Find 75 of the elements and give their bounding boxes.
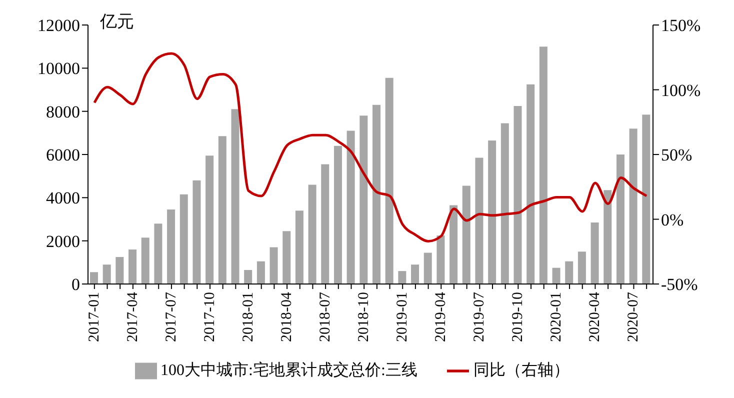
x-tick-label: 2020-01 — [548, 292, 565, 342]
x-tick-label: 2020-07 — [626, 292, 642, 342]
x-tick-label: 2018-10 — [356, 292, 372, 342]
bar — [616, 154, 624, 284]
bar — [295, 210, 304, 284]
bar — [154, 224, 162, 284]
bar — [462, 186, 470, 284]
bar — [642, 114, 650, 284]
bar — [514, 106, 522, 284]
x-tick-label: 2017-07 — [163, 292, 180, 342]
bar — [192, 180, 201, 284]
bar — [360, 116, 368, 284]
y2-tick-label: 0% — [661, 210, 684, 230]
x-tick-label: 2018-04 — [279, 292, 296, 342]
y2-tick-label: 150% — [661, 16, 701, 36]
bar — [411, 264, 420, 284]
bar — [565, 261, 574, 284]
y-tick-label: 10000 — [38, 59, 80, 78]
bar — [90, 272, 98, 284]
bar — [206, 156, 214, 284]
bar — [321, 164, 330, 284]
bar — [475, 158, 484, 284]
x-tick-label: 2018-07 — [318, 292, 334, 342]
bar — [244, 270, 252, 284]
legend-label: 100大中城市:宅地累计成交总价:三线 — [160, 362, 418, 379]
bar — [256, 261, 265, 284]
x-tick-label: 2020-04 — [587, 292, 604, 342]
x-tick-label: 2017-01 — [86, 292, 102, 342]
line-series — [93, 52, 648, 243]
bar — [590, 222, 599, 284]
bar — [308, 184, 316, 284]
y-tick-label: 2000 — [46, 232, 80, 251]
bar — [552, 268, 560, 284]
x-tick-label: 2018-01 — [240, 292, 257, 342]
bar — [128, 249, 137, 284]
bar — [450, 205, 458, 284]
bar — [180, 194, 188, 284]
bar — [578, 252, 586, 284]
y-tick-label: 0 — [72, 275, 80, 294]
x-tick-label: 2019-01 — [394, 292, 411, 342]
bar — [436, 235, 445, 284]
y-axis-title: 亿元 — [100, 11, 134, 33]
y-tick-label: 4000 — [46, 188, 80, 208]
legend-label: 同比（右轴） — [473, 362, 570, 379]
bar — [398, 271, 406, 284]
bar — [500, 123, 509, 284]
bar — [385, 78, 394, 284]
bar — [346, 130, 355, 284]
bar — [488, 140, 496, 284]
bar — [218, 136, 226, 284]
y-tick-label: 6000 — [46, 146, 80, 165]
x-tick-label: 2019-04 — [433, 292, 450, 342]
bar — [141, 238, 150, 284]
bar — [231, 109, 240, 284]
y2-tick-label: 100% — [661, 80, 701, 100]
y2-tick-label: 50% — [661, 146, 692, 165]
bar — [629, 128, 638, 284]
bar — [372, 104, 380, 284]
bar — [424, 252, 432, 284]
y2-tick-label: -50% — [661, 275, 698, 294]
bar — [116, 257, 124, 284]
bar — [539, 46, 548, 284]
bar — [270, 247, 278, 284]
bar — [102, 264, 111, 284]
bar — [526, 84, 535, 284]
bar — [334, 146, 342, 284]
x-tick-label: 2019-10 — [510, 292, 526, 342]
y-tick-label: 8000 — [46, 102, 80, 122]
x-tick-label: 2019-07 — [472, 292, 488, 342]
x-tick-label: 2017-10 — [202, 292, 218, 342]
y-tick-label: 12000 — [38, 16, 80, 36]
bar — [282, 231, 291, 284]
x-tick-label: 2017-04 — [124, 292, 141, 342]
bar — [167, 210, 176, 284]
bar — [604, 190, 612, 284]
